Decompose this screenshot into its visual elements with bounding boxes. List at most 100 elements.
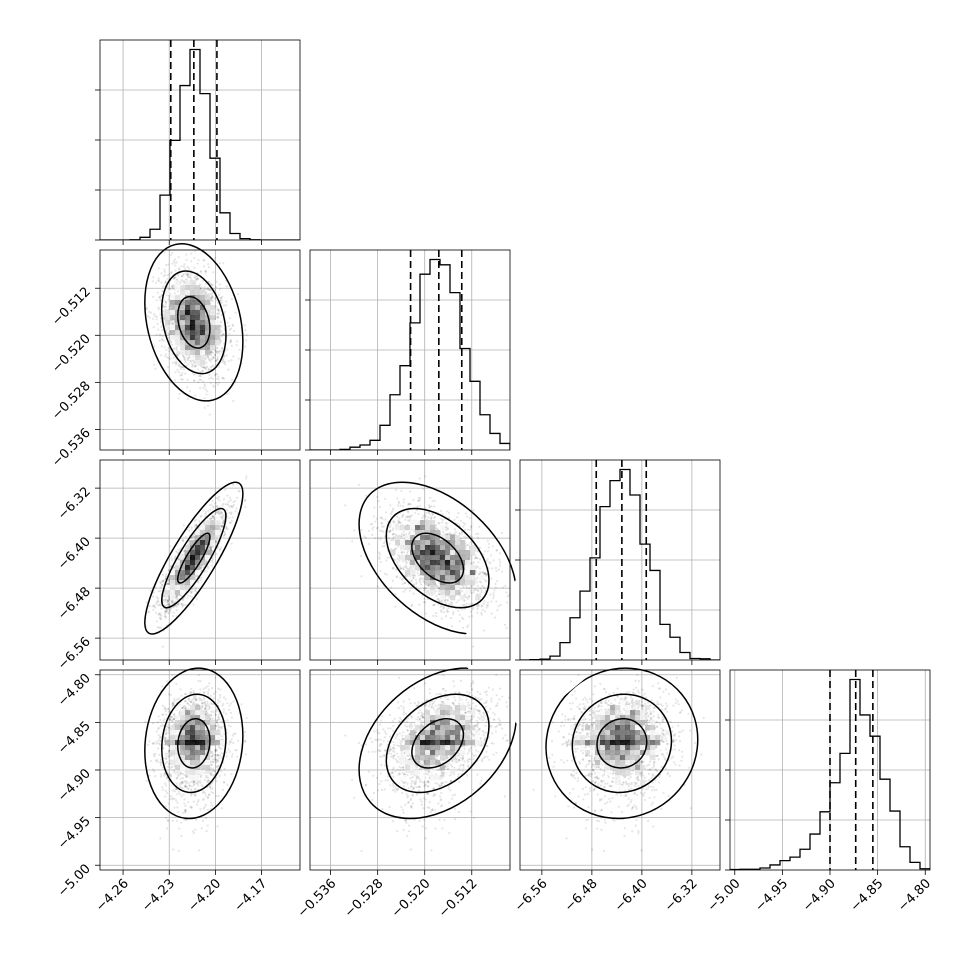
- scatter-point: [390, 548, 393, 551]
- scatter-point: [218, 509, 221, 512]
- scatter-point: [200, 565, 203, 568]
- scatter-point: [211, 561, 214, 564]
- scatter-point: [435, 595, 438, 598]
- scatter-point: [412, 592, 415, 595]
- scatter-point: [158, 295, 161, 298]
- density-cell: [195, 540, 201, 546]
- contour-level-0: [177, 295, 211, 349]
- scatter-point: [204, 512, 207, 516]
- scatter-point: [209, 292, 213, 295]
- scatter-point: [167, 366, 170, 369]
- scatter-point: [221, 360, 224, 363]
- hist-panel-0: [95, 39, 301, 245]
- scatter-point: [205, 293, 208, 296]
- scatter-point: [182, 272, 185, 276]
- scatter-point: [195, 524, 198, 527]
- scatter-point: [194, 394, 197, 397]
- y-tick-label: −6.40: [55, 534, 94, 573]
- density-cell: [180, 555, 186, 561]
- scatter-point: [164, 576, 167, 579]
- scatter-point: [190, 526, 193, 529]
- scatter-point: [159, 590, 162, 593]
- scatter-point: [209, 297, 213, 300]
- density-cell: [190, 330, 196, 336]
- scatter-point: [194, 588, 197, 591]
- scatter-point: [223, 515, 226, 519]
- scatter-point: [203, 383, 206, 386]
- scatter-point: [476, 611, 479, 614]
- scatter-point: [195, 524, 198, 527]
- scatter-point: [175, 361, 178, 364]
- density-cell: [205, 520, 211, 526]
- density-cell: [185, 565, 191, 571]
- scatter-point: [204, 282, 208, 285]
- scatter-point: [168, 597, 171, 600]
- scatter-point: [226, 527, 229, 530]
- scatter-point: [215, 350, 218, 354]
- scatter-point: [439, 600, 442, 603]
- density-cell: [190, 350, 196, 356]
- scatter-point: [245, 475, 248, 478]
- scatter-point: [498, 552, 501, 555]
- scatter-point: [196, 575, 199, 578]
- scatter-point: [156, 322, 159, 325]
- scatter-point: [165, 348, 168, 352]
- scatter-point: [447, 533, 450, 536]
- scatter-point: [180, 275, 183, 278]
- scatter-point: [466, 544, 469, 547]
- scatter-point: [166, 356, 169, 359]
- scatter-point: [447, 610, 450, 613]
- scatter-point: [162, 316, 165, 320]
- scatter-point: [173, 292, 176, 295]
- density-cell: [185, 560, 191, 566]
- scatter-point: [163, 346, 166, 349]
- scatter-point: [159, 313, 162, 316]
- scatter-point: [218, 283, 222, 286]
- scatter-point: [166, 277, 169, 280]
- scatter-point: [193, 379, 196, 382]
- scatter-point: [152, 326, 155, 329]
- scatter-point: [205, 355, 209, 358]
- scatter-point: [216, 355, 219, 358]
- scatter-point: [231, 516, 234, 519]
- scatter-point: [155, 333, 158, 336]
- density-cell: [175, 340, 181, 346]
- scatter-point: [438, 587, 441, 591]
- scatter-point: [213, 516, 216, 519]
- scatter-point: [206, 286, 210, 289]
- panel-frame: [99, 459, 301, 661]
- scatter-point: [220, 511, 223, 514]
- scatter-point: [157, 604, 160, 607]
- scatter-point: [161, 579, 164, 582]
- scatter-point: [406, 519, 410, 522]
- scatter-point: [186, 597, 189, 600]
- scatter-point: [230, 359, 233, 362]
- scatter-point: [222, 262, 225, 265]
- scatter-point: [220, 350, 223, 353]
- scatter-point: [157, 308, 160, 311]
- scatter-point: [164, 280, 167, 283]
- density-cell: [170, 325, 176, 331]
- scatter-point: [492, 597, 495, 600]
- scatter-point: [206, 287, 209, 291]
- scatter-point: [145, 601, 148, 604]
- scatter-point: [215, 372, 218, 376]
- scatter-point: [223, 533, 226, 537]
- scatter-point: [229, 338, 232, 342]
- scatter-point: [166, 601, 169, 605]
- scatter-point: [209, 517, 212, 520]
- scatter-point: [206, 365, 209, 368]
- density-cell: [170, 330, 176, 336]
- scatter-point: [180, 602, 183, 605]
- scatter-point: [166, 600, 169, 604]
- scatter-point: [167, 578, 171, 581]
- scatter-point: [198, 378, 201, 381]
- density-cell: [185, 280, 191, 286]
- scatter-point: [480, 589, 483, 592]
- scatter-point: [167, 569, 170, 572]
- scatter-point: [157, 279, 160, 282]
- scatter-point: [160, 325, 163, 328]
- scatter-point: [216, 312, 219, 316]
- scatter-point: [218, 352, 221, 355]
- density-cell: [180, 335, 186, 341]
